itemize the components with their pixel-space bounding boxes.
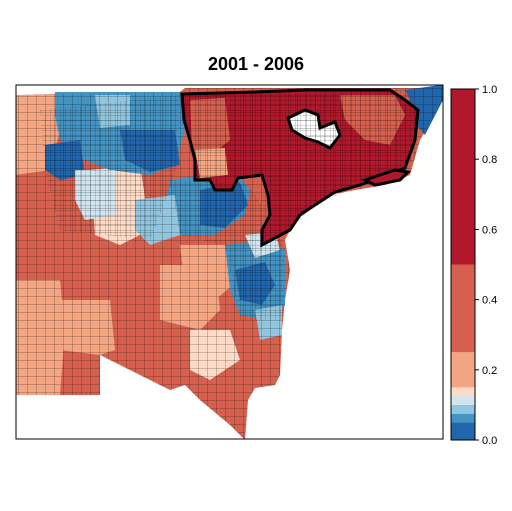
legend-bin-1 <box>451 413 475 423</box>
legend-tick-label-2: 0.4 <box>482 295 497 307</box>
map-title: 2001 - 2006 <box>208 54 304 74</box>
map-panel <box>16 85 443 439</box>
legend-bin-4 <box>451 387 475 397</box>
legend-tick-label-1: 0.2 <box>482 365 497 377</box>
legend-bin-6 <box>451 264 475 353</box>
enclave-outline <box>286 108 342 150</box>
legend-tick-label-4: 0.8 <box>482 154 497 166</box>
legend-bin-2 <box>451 404 475 414</box>
legend-bin-7 <box>451 89 475 265</box>
legend-colorbar: 0.0 0.2 0.4 0.6 0.8 1.0 <box>450 84 497 447</box>
city-outline <box>180 88 420 248</box>
legend-tick-label-0: 0.0 <box>482 435 497 447</box>
legend-bin-0 <box>451 422 475 440</box>
tract-boundaries-dense <box>40 90 418 320</box>
legend-bin-5 <box>451 352 475 388</box>
legend-tick-label-5: 1.0 <box>482 84 497 96</box>
legend-frame <box>450 88 476 441</box>
legend-bin-3 <box>451 396 475 405</box>
island-outline <box>361 168 412 187</box>
map-frame <box>15 84 444 440</box>
legend-tick-label-3: 0.6 <box>482 224 497 236</box>
